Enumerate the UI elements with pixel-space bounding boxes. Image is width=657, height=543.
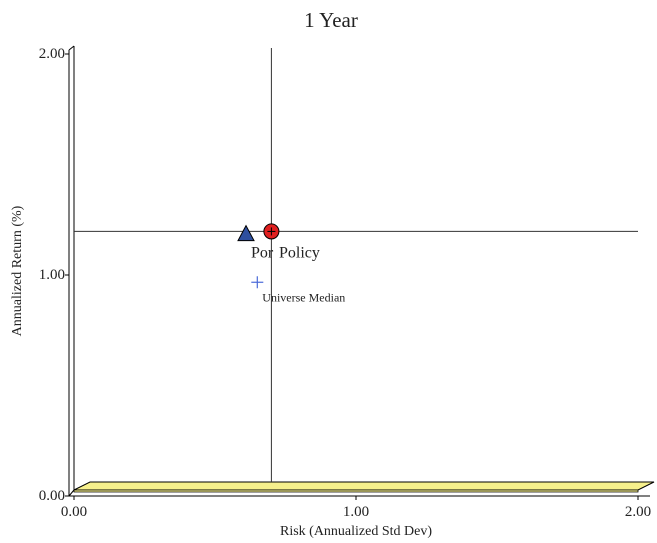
floor-plane — [73, 481, 655, 491]
left-wall-top — [68, 45, 75, 51]
y-tick-label: 2.00 — [39, 46, 65, 62]
y-axis-label: Annualized Return (%) — [10, 205, 25, 336]
left-wall-bottom — [68, 489, 75, 497]
point-label-por: Por — [251, 245, 274, 262]
x-tick-label: 1.00 — [343, 504, 369, 520]
x-axis-label: Risk (Annualized Std Dev) — [280, 524, 432, 539]
point-label-policy: Policy — [279, 245, 320, 262]
x-tick-label: 2.00 — [625, 504, 651, 520]
chart-title: 1 Year — [304, 8, 358, 32]
floor-edge — [73, 489, 639, 493]
x-tick-label: 0.00 — [61, 504, 87, 520]
y-tick-label: 1.00 — [39, 267, 65, 283]
y-tick-label: 0.00 — [39, 488, 65, 504]
plot-area: 0.00 1.00 2.00 0.00 1.00 2.00 Por Policy Univers… — [39, 45, 655, 520]
point-label-universe-median: Universe Median — [262, 290, 345, 304]
point-policy-marker — [237, 224, 255, 242]
